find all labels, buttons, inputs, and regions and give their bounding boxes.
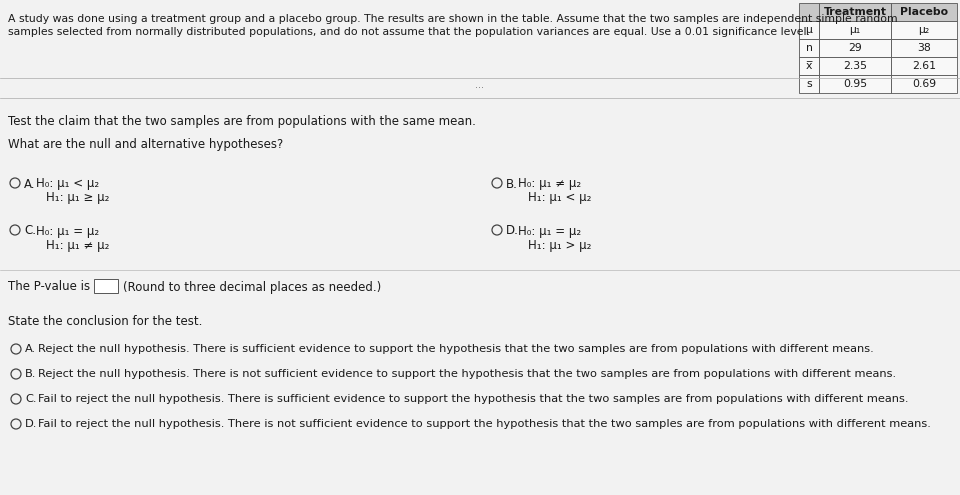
Bar bbox=[891, 3, 957, 21]
Text: H₀: μ₁ ≠ μ₂: H₀: μ₁ ≠ μ₂ bbox=[518, 178, 581, 191]
Text: A study was done using a treatment group and a placebo group. The results are sh: A study was done using a treatment group… bbox=[8, 14, 898, 24]
Text: n: n bbox=[805, 43, 812, 53]
Text: Test the claim that the two samples are from populations with the same mean.: Test the claim that the two samples are … bbox=[8, 115, 476, 128]
Text: Fail to reject the null hypothesis. There is sufficient evidence to support the : Fail to reject the null hypothesis. Ther… bbox=[38, 394, 908, 404]
Text: 29: 29 bbox=[848, 43, 862, 53]
Text: x̅: x̅ bbox=[805, 61, 812, 71]
Text: Reject the null hypothesis. There is sufficient evidence to support the hypothes: Reject the null hypothesis. There is suf… bbox=[38, 344, 874, 354]
Text: H₀: μ₁ = μ₂: H₀: μ₁ = μ₂ bbox=[36, 225, 99, 238]
Bar bbox=[799, 3, 819, 21]
Text: Placebo: Placebo bbox=[900, 7, 948, 17]
Text: Fail to reject the null hypothesis. There is not sufficient evidence to support : Fail to reject the null hypothesis. Ther… bbox=[38, 419, 931, 429]
Text: 38: 38 bbox=[917, 43, 931, 53]
Text: What are the null and alternative hypotheses?: What are the null and alternative hypoth… bbox=[8, 138, 283, 151]
Text: A.: A. bbox=[25, 344, 36, 354]
Text: μ₁: μ₁ bbox=[850, 25, 860, 35]
Bar bbox=[799, 75, 819, 93]
Bar bbox=[819, 39, 891, 57]
Bar bbox=[891, 21, 957, 39]
Text: 2.61: 2.61 bbox=[912, 61, 936, 71]
Text: C.: C. bbox=[24, 225, 36, 238]
Text: 0.69: 0.69 bbox=[912, 79, 936, 89]
Bar bbox=[819, 57, 891, 75]
Text: B.: B. bbox=[506, 178, 517, 191]
Text: A.: A. bbox=[24, 178, 36, 191]
Text: samples selected from normally distributed populations, and do not assume that t: samples selected from normally distribut… bbox=[8, 27, 810, 37]
Text: 0.95: 0.95 bbox=[843, 79, 867, 89]
Text: H₁: μ₁ ≠ μ₂: H₁: μ₁ ≠ μ₂ bbox=[46, 239, 109, 251]
Text: H₁: μ₁ > μ₂: H₁: μ₁ > μ₂ bbox=[528, 239, 591, 251]
Bar bbox=[891, 39, 957, 57]
Bar bbox=[891, 75, 957, 93]
Bar bbox=[799, 39, 819, 57]
Text: State the conclusion for the test.: State the conclusion for the test. bbox=[8, 315, 203, 328]
Text: μ₂: μ₂ bbox=[919, 25, 929, 35]
Text: 2.35: 2.35 bbox=[843, 61, 867, 71]
Bar bbox=[819, 3, 891, 21]
Text: Reject the null hypothesis. There is not sufficient evidence to support the hypo: Reject the null hypothesis. There is not… bbox=[38, 369, 896, 379]
Text: D.: D. bbox=[25, 419, 37, 429]
Bar bbox=[891, 57, 957, 75]
Bar bbox=[819, 75, 891, 93]
Text: μ: μ bbox=[805, 25, 812, 35]
Text: s: s bbox=[806, 79, 812, 89]
Text: (Round to three decimal places as needed.): (Round to three decimal places as needed… bbox=[123, 281, 381, 294]
Text: C.: C. bbox=[25, 394, 36, 404]
Text: B.: B. bbox=[25, 369, 36, 379]
Bar bbox=[799, 21, 819, 39]
Bar bbox=[819, 21, 891, 39]
Text: The P-value is: The P-value is bbox=[8, 281, 90, 294]
Text: H₁: μ₁ ≥ μ₂: H₁: μ₁ ≥ μ₂ bbox=[46, 192, 109, 204]
Text: H₁: μ₁ < μ₂: H₁: μ₁ < μ₂ bbox=[528, 192, 591, 204]
Text: H₀: μ₁ = μ₂: H₀: μ₁ = μ₂ bbox=[518, 225, 581, 238]
Bar bbox=[799, 57, 819, 75]
Text: D.: D. bbox=[506, 225, 518, 238]
Text: ···: ··· bbox=[475, 83, 485, 93]
Text: H₀: μ₁ < μ₂: H₀: μ₁ < μ₂ bbox=[36, 178, 99, 191]
Text: Treatment: Treatment bbox=[824, 7, 886, 17]
Bar bbox=[94, 279, 118, 293]
